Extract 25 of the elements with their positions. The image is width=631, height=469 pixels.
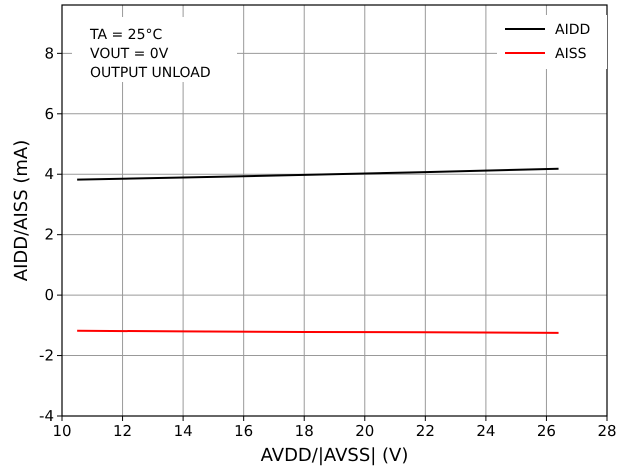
x-tick-label: 14: [174, 422, 193, 440]
y-tick-label: 2: [44, 226, 54, 244]
x-tick-label: 16: [234, 422, 254, 440]
y-tick-label: 8: [44, 44, 54, 62]
annotation: VOUT = 0V: [90, 46, 169, 62]
y-tick-label: -4: [39, 407, 54, 425]
y-tick-label: 6: [44, 104, 54, 123]
x-tick-label: 20: [355, 422, 374, 440]
y-axis-title: AIDD/AISS (mA): [11, 140, 32, 282]
line-series: [76, 168, 560, 181]
annotation: TA = 25°C: [89, 27, 162, 43]
y-tick-label: 0: [44, 286, 54, 304]
annotation: OUTPUT UNLOAD: [90, 65, 211, 81]
x-axis-title: AVDD/|AVSS| (V): [260, 445, 408, 466]
x-tick-label: 24: [476, 422, 496, 440]
x-tick-label: 18: [294, 422, 314, 440]
y-tick-label: -2: [39, 346, 54, 365]
x-tick-label: 10: [52, 422, 72, 440]
x-tick-label: 12: [113, 422, 132, 440]
y-tick-label: 4: [44, 165, 54, 184]
x-tick-label: 22: [416, 422, 435, 440]
x-tick-label: 28: [597, 422, 617, 440]
x-tick-label: 26: [536, 422, 556, 440]
legend-label: AISS: [555, 46, 587, 62]
legend-label: AIDD: [555, 22, 590, 38]
